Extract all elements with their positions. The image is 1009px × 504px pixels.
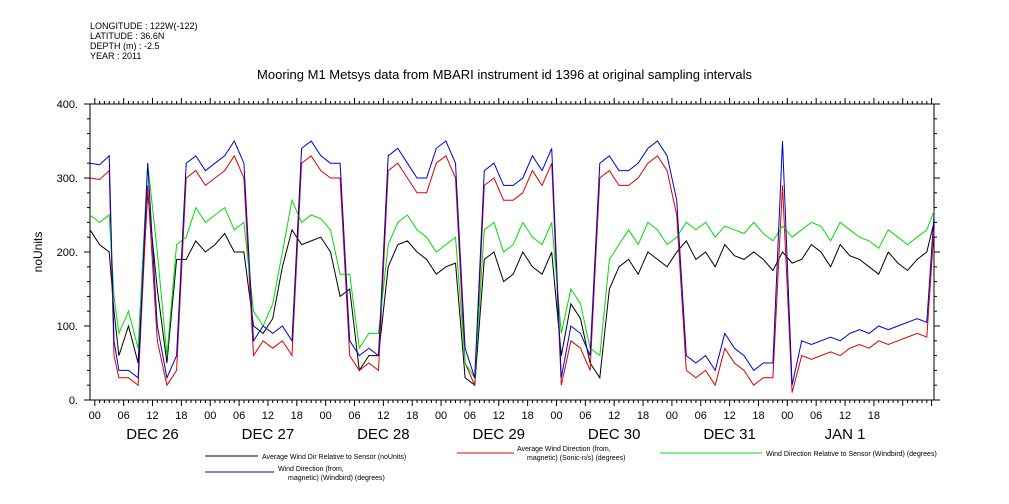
- y-tick-label: 0.: [69, 395, 78, 407]
- plot-frame: [89, 103, 935, 401]
- legend-label-1: Average Wind Dir Relative to Sensor (noU…: [262, 454, 406, 461]
- y-tick-label: 100.: [57, 321, 78, 333]
- x-tick-label: 06: [579, 410, 591, 422]
- x-tick-label: 00: [204, 410, 216, 422]
- axis-layer: 0. 100. 200. 300. 400. 00 06 12 18 00 06 12 18 00 06 12…: [57, 98, 940, 443]
- latitude-text: LATITUDE : 36.6N: [90, 31, 165, 41]
- year-text: YEAR : 2011: [90, 51, 142, 61]
- x-tick-label: 12: [723, 410, 735, 422]
- x-tick-label: 00: [550, 410, 562, 422]
- x-tick-label: 12: [839, 410, 851, 422]
- x-tick-label: 18: [522, 410, 534, 422]
- x-tick-label: 12: [608, 410, 620, 422]
- legend-label-4: Wind Direction (from, magnetic) (Windbird…: [278, 466, 385, 482]
- x-tick-label: 00: [781, 410, 793, 422]
- x-tick-label: 18: [752, 410, 764, 422]
- x-tick-label: 00: [666, 410, 678, 422]
- x-tick-label: 00: [435, 410, 447, 422]
- series-line-4: [89, 139, 935, 386]
- x-tick-label: 06: [695, 410, 707, 422]
- day-label: DEC 27: [242, 426, 295, 443]
- day-label: JAN 1: [825, 426, 866, 443]
- series-line-3: [89, 163, 935, 380]
- day-label: DEC 31: [703, 426, 756, 443]
- x-tick-label: 18: [291, 410, 303, 422]
- series-layer: [89, 139, 935, 393]
- x-tick-label: 18: [406, 410, 418, 422]
- x-tick-label: 12: [262, 410, 274, 422]
- legend: Average Wind Dir Relative to Sensor (noU…: [205, 446, 937, 482]
- x-tick-label: 06: [233, 410, 245, 422]
- y-tick-label: 200.: [57, 247, 78, 259]
- dataset-metadata: LONGITUDE : 122W(-122) LATITUDE : 36.6N …: [90, 21, 198, 61]
- day-label: DEC 26: [126, 426, 179, 443]
- y-tick-label: 300.: [57, 173, 78, 185]
- x-tick-label: 12: [493, 410, 505, 422]
- series-line-2: [89, 154, 935, 393]
- x-tick-label: 06: [118, 410, 130, 422]
- legend-label-3: Wind Direction Relative to Sensor (Windb…: [766, 451, 937, 458]
- day-label: DEC 30: [588, 426, 641, 443]
- x-tick-label: 12: [377, 410, 389, 422]
- day-label: DEC 28: [357, 426, 410, 443]
- x-tick-label: 18: [637, 410, 649, 422]
- x-tick-label: 18: [868, 410, 880, 422]
- x-tick-label: 00: [89, 410, 101, 422]
- x-tick-label: 06: [810, 410, 822, 422]
- longitude-text: LONGITUDE : 122W(-122): [90, 21, 198, 31]
- x-tick-label: 00: [320, 410, 332, 422]
- depth-text: DEPTH (m) : -2.5: [90, 41, 160, 51]
- x-tick-label: 06: [348, 410, 360, 422]
- x-tick-label: 06: [464, 410, 476, 422]
- legend-label-2: Average Wind Direction (from, magnetic) (…: [517, 446, 625, 462]
- y-axis-label: noUnits: [31, 232, 45, 273]
- x-tick-label: 12: [146, 410, 158, 422]
- x-tick-label: 18: [175, 410, 187, 422]
- chart-title: Mooring M1 Metsys data from MBARI instru…: [257, 67, 752, 82]
- series-line-1: [89, 192, 935, 387]
- day-label: DEC 29: [473, 426, 526, 443]
- y-tick-label: 400.: [57, 99, 78, 111]
